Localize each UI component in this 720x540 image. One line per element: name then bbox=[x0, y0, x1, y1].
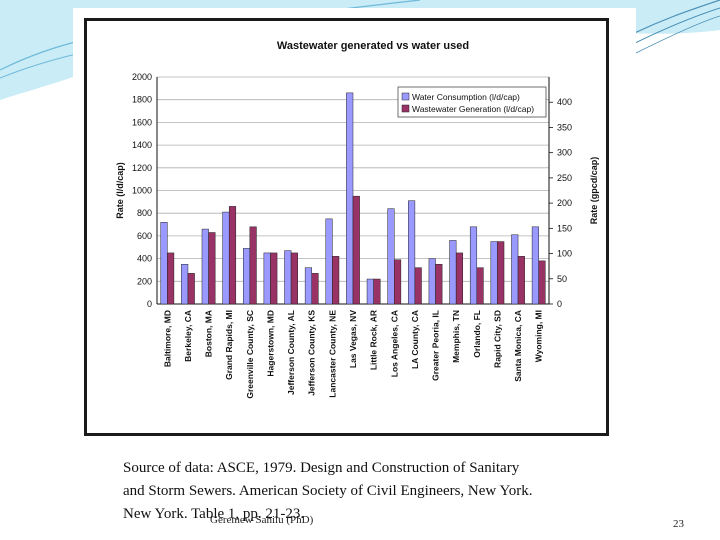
bar-water bbox=[387, 208, 395, 305]
x-tick-label: Little Rock, AR bbox=[369, 310, 379, 370]
bar-water bbox=[304, 267, 312, 305]
bar-wastewater bbox=[228, 206, 237, 305]
bar-water bbox=[490, 241, 498, 305]
legend-box bbox=[397, 86, 547, 118]
x-tick-label: Memphis, TN bbox=[451, 310, 461, 363]
bar-water bbox=[428, 258, 436, 305]
bar-wastewater bbox=[538, 260, 546, 305]
bar-wastewater bbox=[497, 241, 505, 305]
bar-wastewater bbox=[249, 226, 257, 305]
y2-tick-label: 200 bbox=[557, 198, 572, 208]
y2-axis-label: Rate (gpcd/cap) bbox=[589, 157, 599, 225]
y-tick-label: 1600 bbox=[132, 117, 152, 127]
y-tick-label: 2000 bbox=[132, 72, 152, 82]
bar-wastewater bbox=[455, 252, 464, 305]
x-tick-label: Grand Rapids, MI bbox=[224, 310, 234, 380]
bar-water bbox=[408, 200, 416, 305]
y-tick-label: 400 bbox=[137, 254, 152, 264]
bar-wastewater bbox=[476, 267, 484, 305]
x-tick-label: Orlando, FL bbox=[472, 310, 482, 358]
legend-label: Wastewater Generation (l/d/cap) bbox=[412, 104, 534, 114]
x-tick-label: Las Vegas, NV bbox=[348, 310, 358, 368]
bar-wastewater bbox=[414, 267, 422, 305]
y2-tick-label: 0 bbox=[557, 299, 562, 309]
bar-water bbox=[284, 250, 292, 305]
y-tick-label: 800 bbox=[137, 208, 152, 218]
x-tick-label: LA County, CA bbox=[410, 310, 420, 369]
y-tick-label: 600 bbox=[137, 231, 152, 241]
bar-wastewater bbox=[270, 252, 278, 305]
legend-swatch bbox=[401, 92, 410, 101]
x-tick-label: Boston, MA bbox=[204, 310, 214, 357]
x-tick-label: Greenville County, SC bbox=[245, 310, 255, 399]
bar-wastewater bbox=[311, 273, 319, 305]
source-citation: Source of data: ASCE, 1979. Design and C… bbox=[123, 460, 533, 522]
bar-water bbox=[531, 226, 539, 305]
bar-wastewater bbox=[435, 264, 443, 305]
y2-tick-label: 150 bbox=[557, 223, 572, 233]
y2-tick-label: 300 bbox=[557, 148, 572, 158]
x-tick-label: Santa Monica, CA bbox=[513, 310, 523, 382]
bar-wastewater bbox=[208, 232, 216, 305]
chart-frame: Wastewater generated vs water used 0 200 40… bbox=[84, 18, 609, 436]
bar-wastewater bbox=[394, 259, 402, 305]
x-tick-label: Greater Peoria, IL bbox=[431, 310, 441, 381]
bar-wastewater bbox=[517, 256, 525, 305]
page-number: 23 bbox=[673, 518, 684, 530]
bar-wastewater bbox=[290, 252, 298, 305]
legend-swatch bbox=[401, 104, 410, 113]
y-tick-label: 1800 bbox=[132, 95, 152, 105]
x-tick-label: Berkeley, CA bbox=[183, 310, 193, 362]
y2-tick-label: 50 bbox=[557, 274, 567, 284]
bar-water bbox=[325, 218, 333, 305]
y2-tick-label: 100 bbox=[557, 249, 572, 259]
y-tick-label: 1200 bbox=[132, 163, 152, 173]
bar-wastewater bbox=[167, 252, 175, 305]
bar-water bbox=[366, 278, 374, 305]
bar-water bbox=[181, 264, 189, 305]
x-tick-label: Jefferson County, KS bbox=[307, 310, 317, 396]
y2-tick-label: 250 bbox=[557, 173, 572, 183]
x-tick-label: Lancaster County, NE bbox=[327, 310, 337, 398]
bar-water bbox=[346, 92, 354, 305]
y-tick-label: 0 bbox=[147, 299, 152, 309]
y2-tick-label: 350 bbox=[557, 122, 572, 132]
legend-label: Water Consumption (l/d/cap) bbox=[412, 92, 520, 102]
bar-chart: Wastewater generated vs water used 0 200 40… bbox=[115, 40, 599, 399]
x-tick-label: Hagerstown, MD bbox=[265, 310, 275, 377]
y2-tick-label: 400 bbox=[557, 97, 572, 107]
chart-title: Wastewater generated vs water used bbox=[277, 40, 469, 52]
bar-wastewater bbox=[187, 273, 195, 305]
bar-water bbox=[201, 228, 209, 305]
bar-wastewater bbox=[332, 256, 340, 305]
y-axis-label: Rate (l/d/cap) bbox=[115, 162, 125, 219]
x-tick-label: Jefferson County, AL bbox=[286, 310, 296, 395]
bar-wastewater bbox=[373, 278, 381, 305]
y-tick-label: 1000 bbox=[132, 186, 152, 196]
footer-author: Geremew Sahilu (PhD) bbox=[210, 514, 314, 526]
x-tick-label: Los Angeles, CA bbox=[389, 310, 399, 377]
bar-water bbox=[449, 240, 457, 305]
x-tick-label: Rapid City, SD bbox=[492, 310, 502, 368]
bar-water bbox=[511, 234, 519, 305]
y-tick-label: 200 bbox=[137, 276, 152, 286]
bar-water bbox=[242, 248, 251, 305]
bar-water bbox=[222, 211, 230, 305]
bar-water bbox=[160, 222, 168, 305]
bar-wastewater bbox=[352, 195, 360, 305]
x-tick-label: Baltimore, MD bbox=[162, 310, 172, 367]
bar-water bbox=[469, 226, 478, 305]
y-tick-label: 1400 bbox=[132, 140, 152, 150]
x-tick-label: Wyoming, MI bbox=[534, 310, 544, 362]
bar-water bbox=[263, 252, 271, 305]
